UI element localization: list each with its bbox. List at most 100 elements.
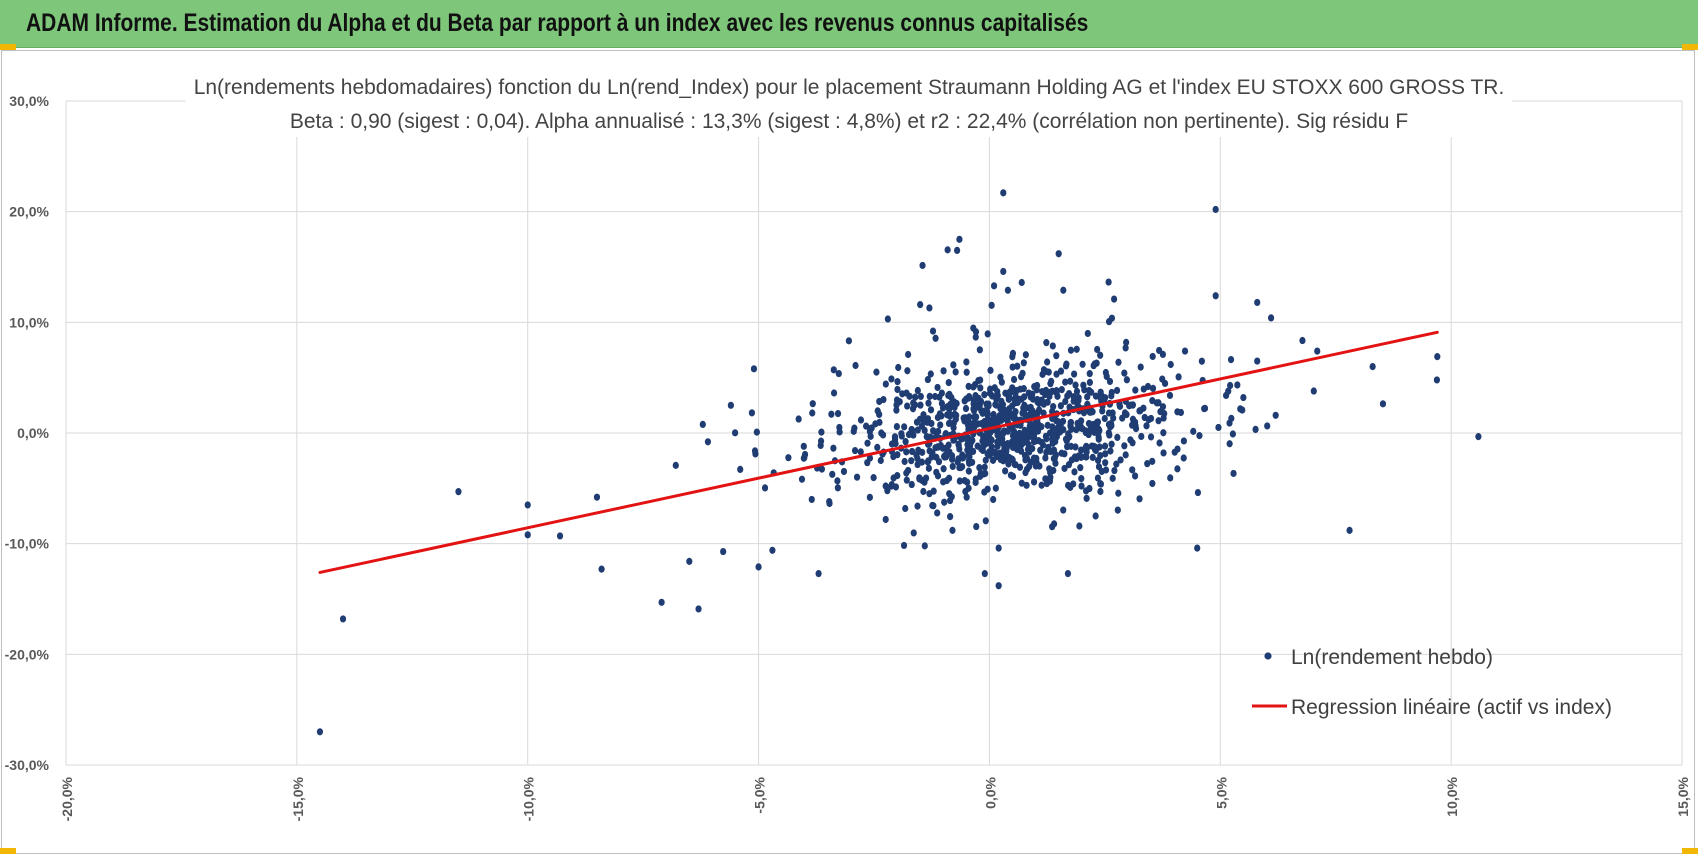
data-point xyxy=(908,480,915,489)
data-point xyxy=(1020,406,1028,415)
data-point xyxy=(1061,464,1068,473)
data-point xyxy=(893,422,900,431)
data-point xyxy=(1036,462,1043,470)
data-point xyxy=(874,407,881,415)
data-point xyxy=(1155,399,1162,407)
data-point xyxy=(1090,362,1097,370)
data-point xyxy=(699,420,706,429)
data-point xyxy=(920,487,927,496)
data-point xyxy=(882,482,889,490)
data-point xyxy=(956,477,963,485)
data-point xyxy=(1042,454,1049,462)
data-point xyxy=(1149,479,1156,488)
data-point xyxy=(959,454,966,462)
data-point xyxy=(977,376,984,384)
data-point xyxy=(914,386,921,395)
data-point xyxy=(917,401,924,409)
data-point xyxy=(1166,391,1174,400)
data-point xyxy=(818,465,826,473)
data-point xyxy=(1049,523,1056,531)
data-point xyxy=(1054,392,1061,400)
data-point xyxy=(965,443,973,451)
data-point xyxy=(932,334,939,342)
data-point xyxy=(1018,395,1025,403)
data-point xyxy=(1082,487,1090,495)
data-point xyxy=(1108,440,1115,448)
data-point xyxy=(1080,409,1088,417)
data-point xyxy=(1433,376,1441,384)
y-tick-label: -20,0% xyxy=(5,646,50,662)
corner-mark-bottom-right xyxy=(1682,848,1698,854)
data-point xyxy=(1230,469,1237,478)
data-point xyxy=(926,392,933,400)
corner-mark-top-right xyxy=(1682,44,1698,50)
data-point xyxy=(1068,456,1075,464)
data-point xyxy=(905,350,912,359)
x-tick-label: 0,0% xyxy=(982,776,998,808)
data-point xyxy=(1252,425,1259,434)
data-point xyxy=(973,522,980,531)
data-point xyxy=(1212,292,1219,300)
data-point xyxy=(1022,468,1029,477)
data-point xyxy=(973,413,980,421)
data-point xyxy=(1005,395,1012,403)
chart-title-background xyxy=(185,72,1513,137)
data-point xyxy=(884,315,891,323)
data-point xyxy=(947,513,954,521)
data-point xyxy=(937,421,944,429)
data-point xyxy=(980,470,987,478)
data-point xyxy=(976,464,983,472)
data-point xyxy=(924,418,931,426)
data-point xyxy=(1109,474,1116,482)
regression-line xyxy=(318,330,1439,574)
legend-label-points: Ln(rendement hebdo) xyxy=(1291,646,1493,669)
data-point xyxy=(903,469,910,477)
data-point xyxy=(1038,481,1045,489)
data-point xyxy=(1119,414,1126,422)
data-point xyxy=(1144,382,1152,391)
data-point xyxy=(962,487,969,496)
data-point xyxy=(917,392,924,401)
data-point xyxy=(1000,430,1007,438)
data-point xyxy=(984,450,991,458)
data-point xyxy=(1157,408,1164,416)
data-point xyxy=(1167,474,1174,482)
data-point xyxy=(455,488,462,496)
data-point xyxy=(1046,392,1053,400)
data-point xyxy=(1078,475,1085,483)
data-point xyxy=(944,246,951,254)
data-point xyxy=(1110,295,1118,303)
y-tick-label: -10,0% xyxy=(5,536,50,552)
data-point xyxy=(1194,488,1202,497)
data-point xyxy=(922,474,930,482)
data-point xyxy=(1044,398,1051,406)
data-point xyxy=(942,429,949,438)
data-point xyxy=(1077,464,1084,472)
data-point xyxy=(967,423,974,431)
data-point xyxy=(1137,363,1144,371)
data-point xyxy=(956,235,963,243)
data-point xyxy=(1050,466,1057,475)
data-point xyxy=(1050,403,1057,411)
data-point xyxy=(927,370,934,378)
data-point xyxy=(1180,454,1187,462)
data-point xyxy=(755,563,762,571)
data-point xyxy=(1035,422,1042,430)
x-tick-label: -5,0% xyxy=(752,776,768,813)
data-point xyxy=(1026,448,1033,456)
data-point xyxy=(1138,432,1145,441)
data-point xyxy=(1369,363,1376,371)
data-point xyxy=(981,391,988,399)
data-point xyxy=(1272,411,1279,419)
data-point xyxy=(834,477,841,485)
data-point xyxy=(1018,373,1025,381)
data-point xyxy=(1149,397,1156,405)
y-axis-tick-labels: 30,0% 20,0% 10,0% 0,0% -10,0% -20,0% -30,0% xyxy=(5,93,50,773)
data-point xyxy=(1053,352,1060,360)
data-point xyxy=(1136,495,1143,503)
data-point xyxy=(899,390,906,398)
data-point xyxy=(1087,421,1094,429)
data-point xyxy=(1201,404,1209,412)
data-point xyxy=(1044,447,1051,455)
